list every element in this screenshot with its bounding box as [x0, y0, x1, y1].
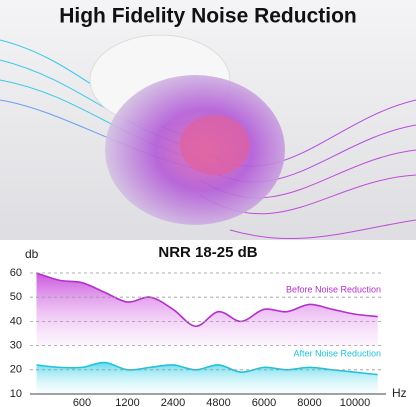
y-tick-label: 10 — [10, 388, 22, 400]
y-axis-label: db — [25, 247, 39, 261]
earplug-core — [180, 115, 250, 175]
x-tick-label: 6000 — [252, 397, 276, 407]
legend-entry: After Noise Reduction — [293, 348, 381, 358]
image-title: High Fidelity Noise Reduction — [59, 5, 357, 28]
x-tick-label: 1200 — [115, 397, 139, 407]
y-tick-label: 20 — [10, 364, 22, 376]
x-axis-label: Hz — [392, 386, 407, 400]
y-tick-label: 30 — [10, 340, 22, 352]
y-tick-label: 40 — [10, 315, 22, 327]
area-fill — [36, 362, 378, 394]
x-tick-label: 10000 — [340, 397, 371, 407]
y-tick-label: 50 — [10, 291, 22, 303]
area-fill — [36, 273, 378, 346]
line — [36, 272, 378, 328]
x-tick-label: 600 — [73, 397, 91, 407]
line — [36, 361, 378, 376]
x-tick-label: 2400 — [161, 397, 185, 407]
legend-entry: Before Noise Reduction — [286, 284, 381, 294]
y-tick-label: 60 — [10, 267, 22, 279]
chart-title: NRR 18-25 dB — [158, 244, 257, 261]
x-tick-label: 4800 — [206, 397, 230, 407]
x-tick-label: 8000 — [297, 397, 321, 407]
chart: NRR 18-25 dB db Hz 60 50 40 30 20 10 600 1200 24… — [10, 244, 407, 407]
